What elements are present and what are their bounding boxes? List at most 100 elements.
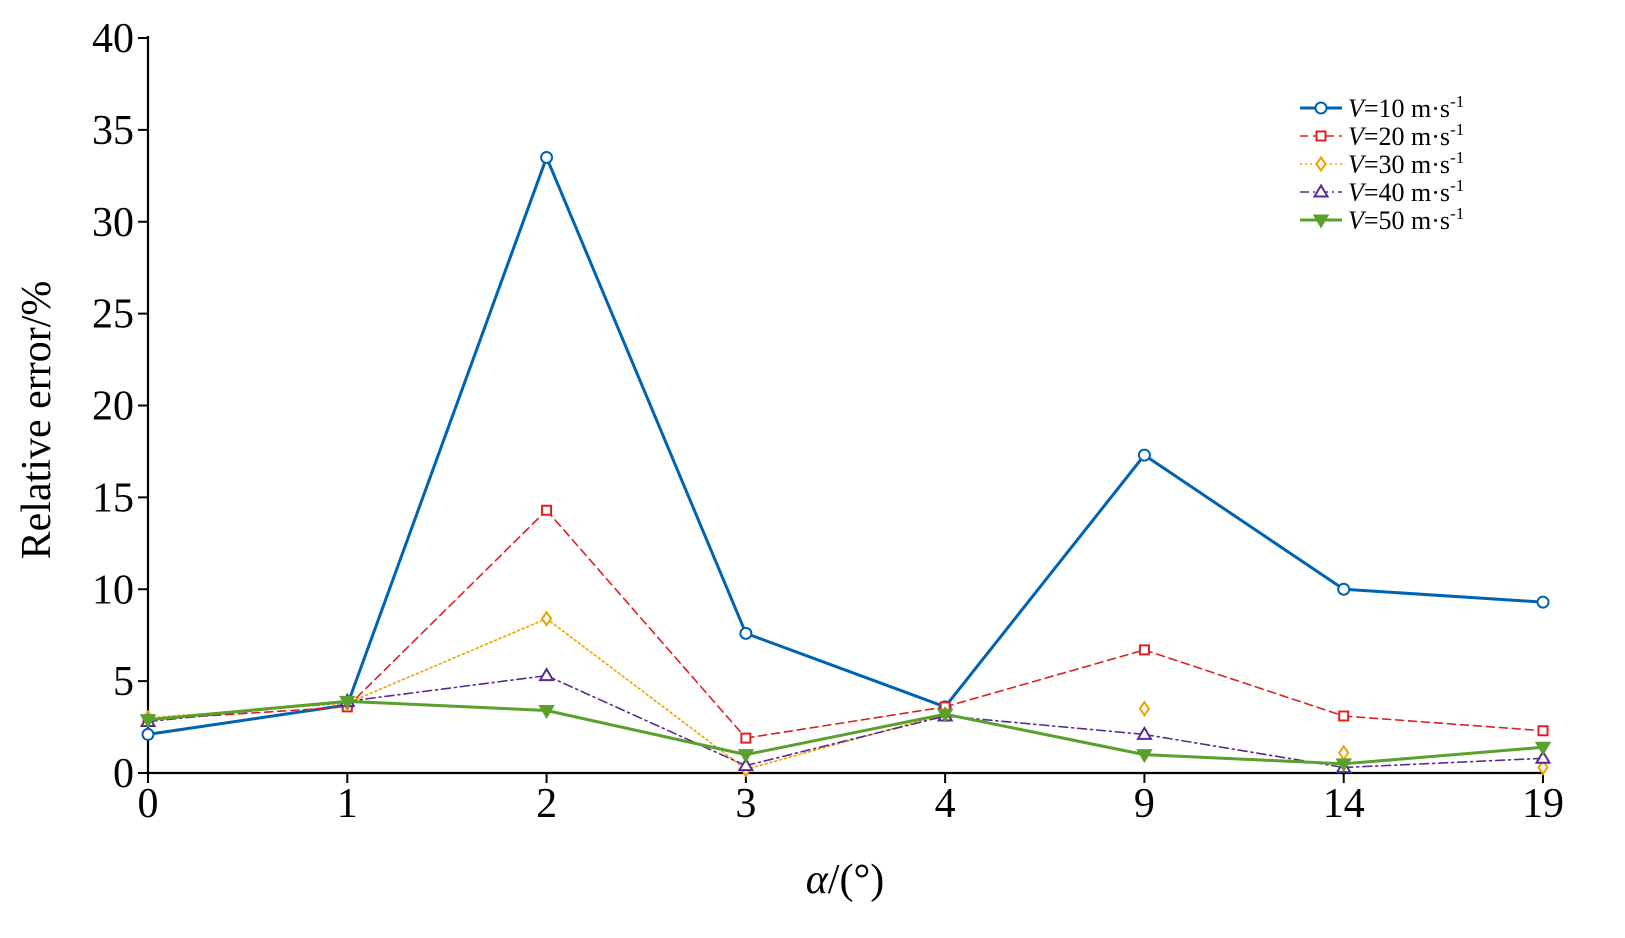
- series-line-segment: [346, 617, 548, 704]
- series-line-segment: [744, 712, 947, 757]
- legend-label-text: =40 m·s: [1364, 178, 1450, 207]
- legend-label-exponent: -1: [1450, 204, 1464, 223]
- legend-label-text: =50 m·s: [1364, 206, 1450, 235]
- series-line-segment: [1143, 649, 1345, 717]
- y-tick-label: 40: [92, 16, 134, 62]
- y-tick-label: 25: [92, 292, 134, 338]
- legend-item-1: V=10 m·s-1: [1300, 92, 1464, 123]
- series-line-segment: [146, 699, 349, 722]
- y-axis-title-group: Relative error/%: [14, 281, 60, 560]
- x-tick-label: 0: [138, 781, 159, 827]
- x-tick-label: 4: [935, 781, 956, 827]
- data-point: [141, 727, 155, 741]
- x-axis-symbol: α: [806, 857, 829, 903]
- x-tick-label: 2: [536, 781, 557, 827]
- data-point: [139, 714, 157, 729]
- legend-label: V=50 m·s-1: [1348, 204, 1464, 235]
- data-point: [1138, 700, 1151, 717]
- x-tick-label: 19: [1522, 781, 1564, 827]
- series-line-segment: [1342, 587, 1545, 604]
- series-line-segment: [1142, 453, 1346, 591]
- legend-item-3: V=30 m·s-1: [1300, 148, 1464, 179]
- legend-swatch-marker: [1315, 130, 1327, 142]
- series-line-segment: [745, 715, 946, 767]
- legend-label: V=20 m·s-1: [1348, 120, 1464, 151]
- y-tick-label: 15: [92, 475, 134, 521]
- legend-label-variable: V: [1348, 150, 1367, 179]
- series-line-segment: [545, 617, 747, 771]
- legend-swatch-marker: [1315, 155, 1327, 173]
- series-line-segment: [1342, 715, 1544, 732]
- y-tick-label: 10: [92, 567, 134, 613]
- data-point: [1137, 448, 1151, 462]
- series-line-segment: [944, 649, 1146, 708]
- legend-item-5: V=50 m·s-1: [1300, 204, 1464, 235]
- legend-label-text: =20 m·s: [1364, 122, 1450, 151]
- data-point: [1335, 758, 1352, 773]
- series-line-segment: [1342, 745, 1545, 766]
- series-1: [141, 150, 1550, 741]
- y-tick-label: 0: [113, 751, 134, 797]
- data-point: [538, 705, 555, 719]
- series-3: [142, 610, 1549, 778]
- series-line-segment: [943, 712, 1146, 757]
- legend-label: V=30 m·s-1: [1348, 148, 1464, 179]
- series-line-segment: [146, 703, 349, 736]
- series-2: [142, 504, 1549, 744]
- axes: 0 5 10 15 20 25 30 35 40 0 1 2 3 4 9 14 19: [92, 16, 1564, 827]
- series-line-segment: [545, 155, 748, 635]
- legend-label-exponent: -1: [1450, 148, 1464, 167]
- series-layer: [139, 150, 1552, 778]
- legend-swatch-marker: [1314, 101, 1328, 115]
- x-tick-label: 9: [1134, 781, 1155, 827]
- data-point: [739, 626, 753, 640]
- series-line-segment: [545, 674, 747, 767]
- series-line-segment: [745, 713, 946, 771]
- series-line-segment: [1142, 753, 1346, 766]
- legend-item-2: V=20 m·s-1: [1300, 120, 1464, 151]
- legend-label-variable: V: [1348, 94, 1367, 123]
- x-tick-label: 3: [735, 781, 756, 827]
- data-point: [1536, 595, 1550, 609]
- data-point: [1337, 744, 1350, 762]
- data-point: [540, 150, 554, 164]
- legend-label-variable: V: [1348, 178, 1367, 207]
- legend-swatch-marker: [1312, 183, 1330, 198]
- legend-swatch-marker: [1312, 214, 1330, 229]
- series-line-segment: [545, 709, 748, 757]
- data-point: [1138, 644, 1150, 656]
- legend-item-4: V=40 m·s-1: [1300, 176, 1464, 207]
- legend-label: V=40 m·s-1: [1348, 176, 1464, 207]
- data-point: [541, 504, 553, 516]
- legend-label-exponent: -1: [1450, 120, 1464, 139]
- x-axis-title: α/(°): [806, 857, 884, 903]
- series-line-segment: [345, 699, 549, 713]
- series-line-segment: [745, 706, 946, 739]
- y-axis-title: Relative error/%: [14, 281, 60, 560]
- legend-label-exponent: -1: [1450, 176, 1464, 195]
- data-point: [1537, 725, 1549, 737]
- data-point: [1136, 725, 1153, 740]
- series-line-segment: [1342, 757, 1544, 769]
- series-line-segment: [346, 674, 548, 703]
- legend-label-variable: V: [1348, 122, 1367, 151]
- y-tick-label: 35: [92, 108, 134, 154]
- series-line-segment: [545, 509, 747, 739]
- data-point: [1136, 749, 1153, 764]
- series-line-segment: [944, 715, 1146, 736]
- data-point: [737, 749, 755, 764]
- data-point: [1537, 759, 1549, 776]
- legend-label-text: =30 m·s: [1364, 150, 1450, 179]
- series-line-segment: [345, 155, 549, 707]
- series-line-segment: [943, 453, 1146, 709]
- series-line-segment: [744, 631, 947, 709]
- data-point: [538, 667, 555, 682]
- x-axis-unit: /(°): [828, 857, 884, 903]
- y-tick-label: 20: [92, 384, 134, 430]
- data-point: [1337, 582, 1351, 596]
- series-line-segment: [346, 509, 548, 708]
- data-point: [1338, 710, 1350, 722]
- data-point: [936, 708, 954, 723]
- legend-label-variable: V: [1348, 206, 1367, 235]
- legend: V=10 m·s-1V=20 m·s-1V=30 m·s-1V=40 m·s-1…: [1300, 92, 1464, 235]
